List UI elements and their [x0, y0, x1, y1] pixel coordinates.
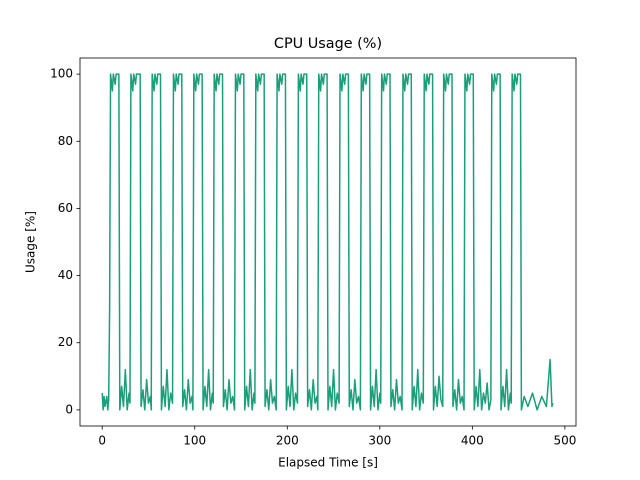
x-tick-label: 0: [98, 434, 106, 448]
x-tick-label: 500: [553, 434, 576, 448]
y-tick-label: 20: [58, 335, 73, 349]
x-tick-label: 200: [276, 434, 299, 448]
plot-frame: [79, 57, 577, 427]
x-tick-label: 100: [183, 434, 206, 448]
chart-title: CPU Usage (%): [274, 36, 382, 52]
y-tick-label: 40: [58, 268, 73, 282]
y-tick-label: 0: [65, 402, 73, 416]
y-tick-label: 80: [58, 134, 73, 148]
x-axis-label: Elapsed Time [s]: [278, 456, 378, 470]
data-line: [101, 73, 554, 411]
x-tick-label: 400: [461, 434, 484, 448]
y-tick-label: 60: [58, 201, 73, 215]
x-tick-label: 300: [368, 434, 391, 448]
y-tick-label: 100: [50, 67, 73, 81]
y-axis-label: Usage [%]: [24, 211, 38, 273]
